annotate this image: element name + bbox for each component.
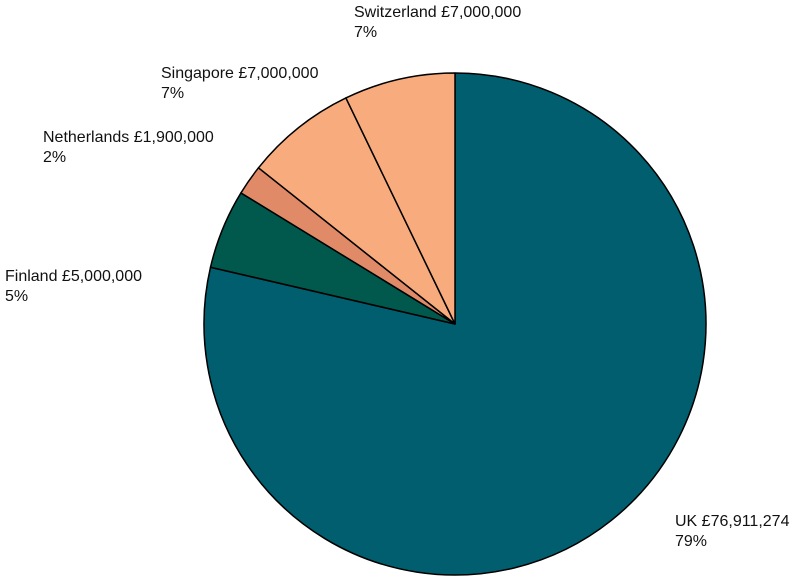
- slice-percent-netherlands: 2%: [43, 149, 66, 166]
- pie-labels: UK £76,911,274 79% Finland £5,000,000 5% Net…: [5, 4, 790, 550]
- slice-percent-uk: 79%: [675, 533, 707, 550]
- slice-percent-singapore: 7%: [161, 85, 184, 102]
- slice-percent-switzerland: 7%: [354, 24, 377, 41]
- slice-label-switzerland: Switzerland £7,000,000: [354, 4, 521, 21]
- slice-label-netherlands: Netherlands £1,900,000: [43, 129, 214, 146]
- slice-label-uk: UK £76,911,274: [675, 513, 790, 530]
- pie-slice-switzerland: [345, 72, 456, 325]
- slice-label-finland: Finland £5,000,000: [5, 268, 142, 285]
- slice-label-singapore: Singapore £7,000,000: [161, 65, 319, 82]
- pie-slice-singapore: [257, 97, 456, 325]
- pie-slices: [203, 72, 707, 576]
- slice-percent-finland: 5%: [5, 288, 28, 305]
